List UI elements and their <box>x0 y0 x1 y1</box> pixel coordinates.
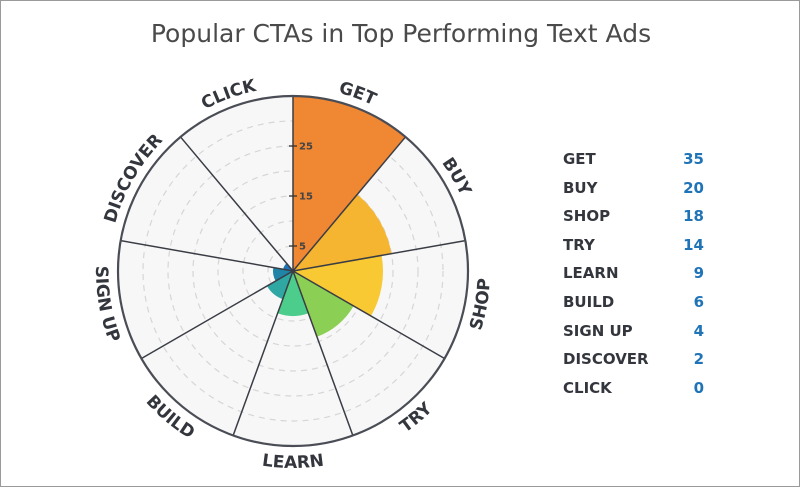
tick-label: 5 <box>299 242 306 253</box>
legend-label: LEARN <box>563 264 619 283</box>
spoke-line <box>292 270 354 436</box>
legend-value: 9 <box>693 264 704 283</box>
legend-item-click: CLICK 0 <box>563 377 708 406</box>
legend-label: BUY <box>563 178 598 197</box>
legend-label: SIGN UP <box>563 321 633 340</box>
legend: GET 35 BUY 20 SHOP 18 TRY 14 LEARN 9 BUILD 6 SIGN UP… <box>563 148 708 405</box>
wedge-get <box>293 96 406 271</box>
legend-value: 2 <box>693 350 704 369</box>
spoke-line <box>141 270 294 360</box>
spoke-line <box>292 239 466 272</box>
legend-value: 6 <box>693 292 704 311</box>
legend-item-get: GET 35 <box>563 148 708 177</box>
spoke-line <box>232 270 294 436</box>
legend-value: 14 <box>683 235 704 254</box>
legend-label: CLICK <box>563 378 612 397</box>
legend-item-try: TRY 14 <box>563 234 708 263</box>
category-label-shop: SHOP <box>466 278 495 333</box>
legend-label: DISCOVER <box>563 350 649 369</box>
wedge-sign-up <box>273 267 293 281</box>
legend-label: BUILD <box>563 292 615 311</box>
legend-item-shop: SHOP 18 <box>563 205 708 234</box>
spoke-line <box>179 136 294 272</box>
wedge-try <box>293 271 354 337</box>
legend-item-buy: BUY 20 <box>563 177 708 206</box>
tick-label: 15 <box>299 192 313 203</box>
legend-item-sign-up: SIGN UP 4 <box>563 320 708 349</box>
wedge-buy <box>293 194 392 271</box>
legend-label: GET <box>563 150 596 168</box>
outer-ring <box>116 94 470 448</box>
legend-item-learn: LEARN 9 <box>563 262 708 291</box>
legend-value: 35 <box>683 150 704 168</box>
wedge-build <box>267 271 293 300</box>
legend-item-build: BUILD 6 <box>563 291 708 320</box>
wedge-shop <box>293 255 383 316</box>
legend-label: TRY <box>563 235 595 254</box>
category-label-learn: LEARN <box>261 451 325 473</box>
legend-label: SHOP <box>563 207 611 226</box>
spoke-line <box>292 136 407 272</box>
legend-value: 20 <box>683 178 704 197</box>
legend-value: 18 <box>683 207 704 226</box>
tick-label: 25 <box>299 142 313 153</box>
wedge-learn <box>277 271 309 316</box>
legend-value: 0 <box>693 378 704 397</box>
spoke-line <box>292 270 445 360</box>
legend-item-discover: DISCOVER 2 <box>563 348 708 377</box>
grid-ring <box>192 170 394 372</box>
legend-value: 4 <box>693 321 704 340</box>
chart-title: Popular CTAs in Top Performing Text Ads <box>150 19 652 48</box>
spoke-line <box>120 239 294 272</box>
